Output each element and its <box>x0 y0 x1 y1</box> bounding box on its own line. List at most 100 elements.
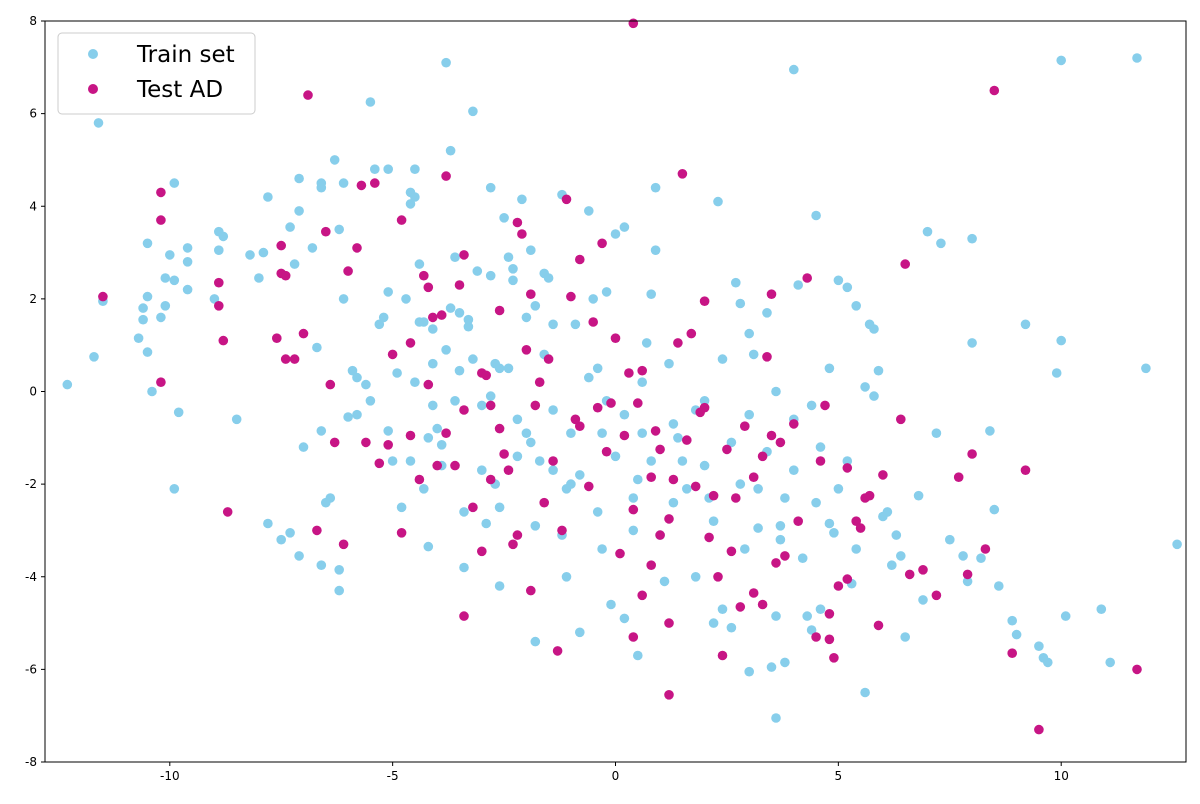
data-point <box>1172 539 1182 550</box>
data-point <box>619 222 630 232</box>
data-point <box>387 349 398 360</box>
data-point <box>432 460 443 471</box>
data-point <box>325 379 336 390</box>
data-point <box>285 222 295 232</box>
data-point <box>646 456 656 466</box>
data-point <box>383 164 394 174</box>
data-point <box>543 354 554 364</box>
data-point <box>272 333 282 344</box>
data-point <box>766 662 777 672</box>
data-point <box>833 275 844 286</box>
data-point <box>383 426 394 436</box>
data-point <box>873 620 884 631</box>
data-point <box>873 365 884 376</box>
legend-marker <box>88 49 98 59</box>
data-point <box>771 611 781 621</box>
plot-background <box>45 21 1186 762</box>
data-point <box>637 428 647 439</box>
data-point <box>985 426 995 436</box>
data-point <box>1141 363 1151 374</box>
data-point <box>851 544 861 554</box>
data-point <box>156 187 166 198</box>
data-point <box>811 210 821 221</box>
data-point <box>726 622 737 633</box>
data-point <box>628 632 639 642</box>
data-point <box>575 627 585 638</box>
data-point <box>343 266 353 276</box>
data-point <box>1007 648 1017 658</box>
data-point <box>650 245 661 255</box>
data-point <box>423 379 434 390</box>
data-point <box>878 511 888 522</box>
data-point <box>771 386 781 397</box>
data-point <box>824 363 835 374</box>
data-point <box>597 238 607 249</box>
data-point <box>980 544 991 554</box>
data-point <box>530 301 541 311</box>
data-point <box>352 243 362 253</box>
data-point <box>677 169 688 179</box>
data-point <box>142 347 153 357</box>
data-point <box>1043 657 1053 668</box>
data-point <box>633 398 643 408</box>
data-point <box>530 636 541 647</box>
data-point <box>735 602 746 612</box>
data-point <box>485 474 496 485</box>
data-point <box>1020 465 1031 476</box>
data-point <box>263 192 273 202</box>
data-point <box>762 308 772 318</box>
series-train-set <box>62 53 1182 723</box>
data-point <box>298 442 309 452</box>
data-point <box>806 400 817 411</box>
data-point <box>1020 319 1031 330</box>
data-point <box>414 474 425 485</box>
data-point <box>976 553 986 563</box>
data-point <box>717 650 728 661</box>
data-point <box>690 572 701 582</box>
data-point <box>592 507 603 517</box>
data-point <box>405 456 416 466</box>
x-axis: -10 -5 0 5 10 <box>160 762 1069 783</box>
data-point <box>842 463 853 473</box>
data-point <box>1056 55 1066 66</box>
data-point <box>1132 664 1142 675</box>
y-tick-label: -6 <box>25 662 37 676</box>
data-point <box>365 396 376 406</box>
data-point <box>307 243 318 253</box>
data-point <box>481 370 492 381</box>
data-point <box>218 231 229 242</box>
data-point <box>503 363 514 374</box>
data-point <box>713 196 723 207</box>
data-point <box>405 199 416 209</box>
data-point <box>428 312 438 323</box>
data-point <box>695 407 705 418</box>
data-point <box>931 590 942 601</box>
data-point <box>610 451 621 462</box>
data-point <box>1034 641 1044 651</box>
data-point <box>548 319 558 330</box>
data-point <box>280 270 291 281</box>
data-point <box>428 400 438 411</box>
data-point <box>1007 615 1017 626</box>
data-point <box>133 333 144 344</box>
data-point <box>855 523 866 533</box>
data-point <box>704 532 714 543</box>
data-point <box>530 521 541 531</box>
data-point <box>521 312 532 323</box>
data-point <box>726 546 737 557</box>
data-point <box>1051 368 1062 378</box>
data-point <box>169 178 180 188</box>
data-point <box>896 414 906 425</box>
data-point <box>214 277 224 288</box>
data-point <box>459 562 469 573</box>
data-point <box>1011 629 1022 640</box>
data-point <box>396 215 407 225</box>
data-point <box>682 484 692 494</box>
data-point <box>878 470 888 480</box>
data-point <box>601 287 612 297</box>
data-point <box>530 400 541 411</box>
data-point <box>637 365 647 376</box>
series-test-ad <box>98 18 1142 735</box>
data-point <box>726 437 737 448</box>
data-point <box>548 456 558 466</box>
